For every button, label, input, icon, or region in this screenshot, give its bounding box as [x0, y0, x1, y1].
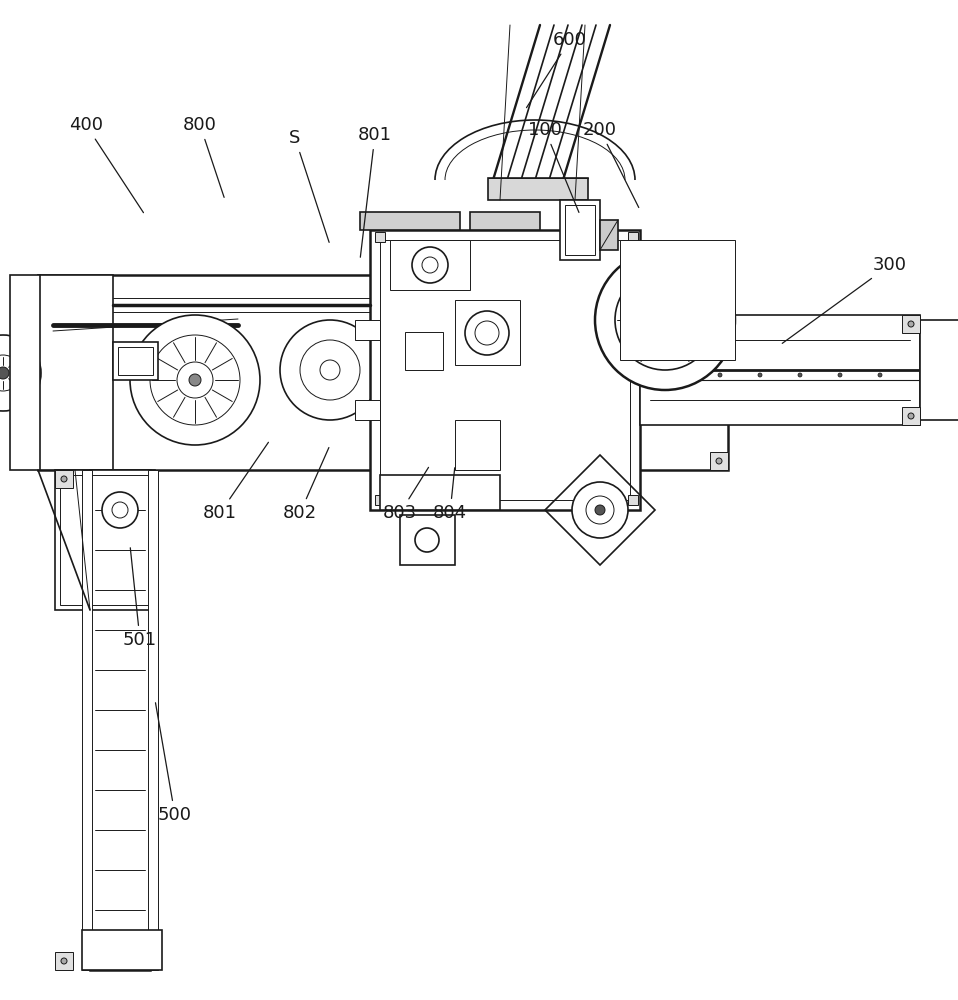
Bar — [38, 275, 113, 470]
Bar — [488, 178, 588, 200]
Bar — [400, 515, 455, 565]
Bar — [920, 320, 958, 420]
Bar — [38, 452, 56, 470]
Circle shape — [615, 270, 715, 370]
Bar — [55, 470, 73, 488]
Circle shape — [595, 505, 605, 515]
Text: 600: 600 — [527, 31, 587, 108]
Text: 800: 800 — [183, 116, 224, 197]
Bar — [405, 332, 443, 370]
Bar — [355, 400, 380, 420]
Bar — [470, 212, 540, 230]
Bar — [380, 240, 630, 500]
Circle shape — [878, 373, 882, 377]
Bar — [600, 220, 618, 250]
Circle shape — [908, 413, 914, 419]
Bar — [38, 275, 56, 293]
Text: 300: 300 — [783, 256, 907, 343]
Circle shape — [412, 247, 448, 283]
Circle shape — [112, 502, 128, 518]
Bar — [710, 275, 728, 293]
Circle shape — [647, 302, 683, 338]
Bar — [640, 315, 920, 425]
Circle shape — [595, 250, 735, 390]
Circle shape — [718, 373, 722, 377]
Circle shape — [320, 360, 340, 380]
Circle shape — [61, 476, 67, 482]
Bar — [565, 205, 595, 255]
Circle shape — [44, 458, 50, 464]
Circle shape — [61, 958, 67, 964]
Bar — [355, 320, 380, 340]
Bar — [455, 300, 520, 365]
Circle shape — [586, 496, 614, 524]
Text: 804: 804 — [433, 468, 468, 522]
Bar — [82, 930, 162, 970]
Bar — [148, 470, 158, 970]
Bar — [55, 470, 155, 610]
Circle shape — [838, 373, 842, 377]
Bar — [38, 275, 728, 470]
Text: 400: 400 — [69, 116, 144, 213]
Text: 100: 100 — [528, 121, 579, 212]
Bar — [902, 315, 920, 333]
Text: S: S — [289, 129, 330, 242]
Circle shape — [189, 374, 201, 386]
Bar — [370, 230, 640, 510]
Bar — [628, 495, 638, 505]
Circle shape — [465, 311, 509, 355]
Bar — [118, 347, 153, 375]
Bar — [375, 495, 385, 505]
Bar — [455, 420, 500, 470]
Circle shape — [572, 482, 628, 538]
Bar — [375, 232, 385, 242]
Circle shape — [475, 321, 499, 345]
Circle shape — [908, 321, 914, 327]
Text: 801: 801 — [358, 126, 392, 257]
Bar — [90, 470, 150, 970]
Circle shape — [0, 355, 21, 391]
Bar — [10, 275, 40, 470]
Circle shape — [659, 314, 671, 326]
Text: 803: 803 — [383, 467, 428, 522]
Circle shape — [798, 373, 802, 377]
Circle shape — [422, 257, 438, 273]
Bar — [55, 952, 73, 970]
Circle shape — [716, 281, 722, 287]
Circle shape — [44, 281, 50, 287]
Circle shape — [177, 362, 213, 398]
Bar — [60, 475, 150, 605]
Bar — [560, 200, 600, 260]
Text: 500: 500 — [155, 703, 192, 824]
Text: 802: 802 — [283, 448, 329, 522]
Circle shape — [758, 373, 762, 377]
Text: 801: 801 — [203, 442, 268, 522]
Circle shape — [280, 320, 380, 420]
Circle shape — [102, 492, 138, 528]
Text: 200: 200 — [583, 121, 639, 208]
Bar — [902, 407, 920, 425]
Bar — [360, 212, 460, 230]
Bar — [390, 240, 470, 290]
Bar — [628, 232, 638, 242]
Circle shape — [0, 335, 41, 411]
Bar — [82, 470, 92, 970]
Circle shape — [716, 458, 722, 464]
Circle shape — [300, 340, 360, 400]
Circle shape — [0, 367, 9, 379]
Bar — [710, 452, 728, 470]
Text: 501: 501 — [123, 548, 157, 649]
Bar — [620, 240, 735, 360]
Bar — [113, 342, 158, 380]
Circle shape — [130, 315, 260, 445]
Circle shape — [150, 335, 240, 425]
Bar — [380, 475, 500, 510]
Circle shape — [415, 528, 439, 552]
